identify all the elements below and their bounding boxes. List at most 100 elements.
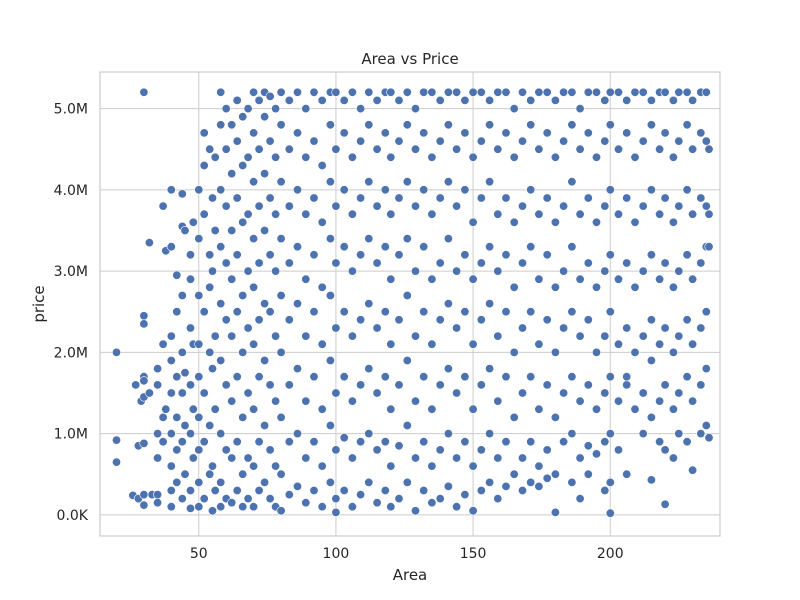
data-point [153, 498, 163, 508]
data-point [177, 290, 187, 300]
data-point [591, 347, 601, 357]
data-point [646, 315, 656, 325]
data-point [364, 120, 374, 130]
data-point [646, 355, 656, 365]
data-point [199, 128, 209, 138]
data-point [460, 372, 470, 382]
data-point [534, 274, 544, 284]
data-point [265, 91, 275, 101]
data-point [271, 209, 281, 219]
data-point [394, 136, 404, 146]
data-point [701, 420, 711, 430]
data-point [292, 242, 302, 252]
data-point [493, 209, 503, 219]
data-point [186, 429, 196, 439]
data-point [443, 429, 453, 439]
data-point [526, 185, 536, 195]
data-point [284, 437, 294, 447]
data-point [260, 112, 270, 122]
data-point [638, 201, 648, 211]
data-point [227, 274, 237, 284]
data-point [386, 461, 396, 471]
data-point [380, 372, 390, 382]
data-point [559, 266, 569, 276]
data-point [166, 331, 176, 341]
data-point [180, 469, 190, 479]
data-point [331, 201, 341, 211]
data-point [419, 307, 429, 317]
data-point [526, 307, 536, 317]
data-point [655, 274, 665, 284]
data-point [372, 201, 382, 211]
data-point [325, 290, 335, 300]
data-point [567, 429, 577, 439]
data-point [394, 315, 404, 325]
data-point [276, 506, 286, 516]
data-point [638, 388, 648, 398]
data-point [276, 177, 286, 187]
data-point [402, 87, 412, 97]
data-point [180, 420, 190, 430]
data-point [158, 437, 168, 447]
data-point [704, 209, 714, 219]
data-point [622, 469, 632, 479]
data-point [682, 315, 692, 325]
data-point [249, 404, 259, 414]
data-point [460, 128, 470, 138]
data-point [238, 502, 248, 512]
data-point [583, 469, 593, 479]
data-point [567, 120, 577, 130]
data-point [356, 315, 366, 325]
data-point [435, 380, 445, 390]
data-point [460, 307, 470, 317]
data-point [517, 258, 527, 268]
data-point [583, 315, 593, 325]
data-point [660, 323, 670, 333]
data-point [517, 485, 527, 495]
data-point [194, 372, 204, 382]
data-point [394, 193, 404, 203]
data-point [559, 323, 569, 333]
data-point [674, 136, 684, 146]
data-point [674, 266, 684, 276]
data-point [559, 87, 569, 97]
data-point [575, 396, 585, 406]
data-point [410, 104, 420, 114]
data-point [232, 485, 242, 495]
data-point [177, 388, 187, 398]
data-point [600, 95, 610, 105]
data-point [600, 437, 610, 447]
data-point [517, 87, 527, 97]
data-point [622, 128, 632, 138]
data-point [372, 323, 382, 333]
data-point [550, 412, 560, 422]
data-point [276, 412, 286, 422]
data-point [630, 152, 640, 162]
data-point [638, 87, 648, 97]
data-point [542, 380, 552, 390]
data-point [575, 144, 585, 154]
data-point [526, 437, 536, 447]
x-tick-label: 100 [323, 546, 350, 562]
data-point [254, 95, 264, 105]
data-point [682, 250, 692, 260]
data-point [364, 364, 374, 374]
data-point [605, 250, 615, 260]
data-point [372, 388, 382, 398]
data-point [476, 445, 486, 455]
data-point [194, 339, 204, 349]
data-point [347, 502, 357, 512]
data-point [356, 380, 366, 390]
data-point [476, 380, 486, 390]
data-point [402, 177, 412, 187]
data-point [364, 87, 374, 97]
data-point [331, 258, 341, 268]
data-point [655, 339, 665, 349]
data-point [688, 95, 698, 105]
data-point [227, 120, 237, 130]
data-point [386, 87, 396, 97]
data-point [208, 193, 218, 203]
data-point [194, 290, 204, 300]
data-point [284, 201, 294, 211]
data-point [410, 266, 420, 276]
